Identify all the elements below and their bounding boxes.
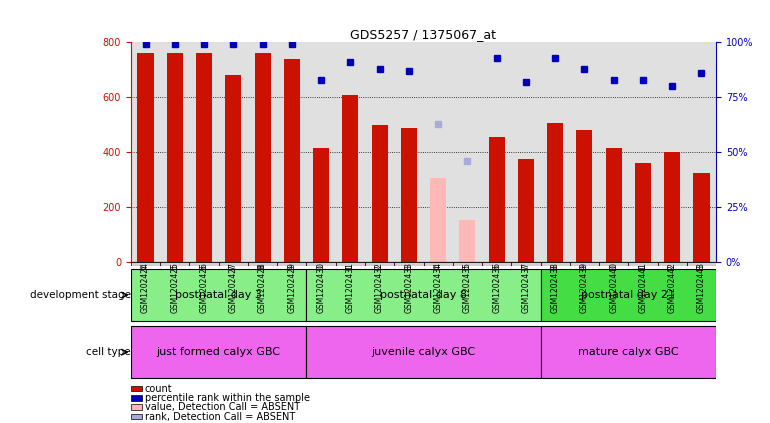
Text: value, Detection Call = ABSENT: value, Detection Call = ABSENT bbox=[145, 402, 300, 412]
Bar bbox=[365, 262, 394, 266]
Bar bbox=[541, 327, 716, 378]
Text: GSM1202441: GSM1202441 bbox=[638, 262, 648, 313]
Bar bbox=[372, 125, 387, 262]
Text: count: count bbox=[145, 384, 172, 394]
Text: GSM1202432: GSM1202432 bbox=[375, 262, 384, 313]
Bar bbox=[313, 148, 329, 262]
Text: GSM1202438: GSM1202438 bbox=[551, 262, 560, 313]
Bar bbox=[511, 262, 541, 266]
Bar bbox=[541, 262, 570, 266]
Bar bbox=[131, 327, 306, 378]
Text: GSM1202424: GSM1202424 bbox=[141, 262, 150, 313]
Text: cell type: cell type bbox=[86, 347, 131, 357]
Text: mature calyx GBC: mature calyx GBC bbox=[578, 347, 678, 357]
Bar bbox=[160, 262, 189, 266]
Bar bbox=[167, 53, 182, 262]
Bar bbox=[226, 75, 241, 262]
Text: GSM1202426: GSM1202426 bbox=[199, 262, 209, 313]
Text: GSM1202429: GSM1202429 bbox=[287, 262, 296, 313]
Bar bbox=[343, 95, 358, 262]
Bar bbox=[401, 128, 417, 262]
Text: GSM1202427: GSM1202427 bbox=[229, 262, 238, 313]
Text: GSM1202435: GSM1202435 bbox=[463, 262, 472, 313]
Text: percentile rank within the sample: percentile rank within the sample bbox=[145, 393, 310, 403]
Bar bbox=[635, 163, 651, 262]
Bar bbox=[336, 262, 365, 266]
Text: postnatal day 8: postnatal day 8 bbox=[380, 290, 467, 300]
Text: GSM1202442: GSM1202442 bbox=[668, 262, 677, 313]
Text: GSM1202428: GSM1202428 bbox=[258, 262, 267, 313]
Text: GSM1202440: GSM1202440 bbox=[609, 262, 618, 313]
Bar bbox=[687, 262, 716, 266]
Bar bbox=[453, 262, 482, 266]
Text: development stage: development stage bbox=[30, 290, 131, 300]
Bar bbox=[541, 269, 716, 321]
Bar bbox=[547, 124, 563, 262]
Bar bbox=[430, 179, 446, 262]
Bar bbox=[277, 262, 306, 266]
Bar bbox=[138, 53, 153, 262]
Bar bbox=[189, 262, 219, 266]
Text: juvenile calyx GBC: juvenile calyx GBC bbox=[371, 347, 476, 357]
Text: GSM1202436: GSM1202436 bbox=[492, 262, 501, 313]
Bar bbox=[255, 53, 270, 262]
Bar bbox=[424, 262, 453, 266]
Text: GSM1202425: GSM1202425 bbox=[170, 262, 179, 313]
Bar bbox=[248, 262, 277, 266]
Text: GSM1202434: GSM1202434 bbox=[434, 262, 443, 313]
Text: GSM1202439: GSM1202439 bbox=[580, 262, 589, 313]
Text: rank, Detection Call = ABSENT: rank, Detection Call = ABSENT bbox=[145, 412, 295, 422]
Bar bbox=[460, 220, 475, 262]
Text: GSM1202433: GSM1202433 bbox=[404, 262, 413, 313]
Bar bbox=[665, 152, 680, 262]
Bar bbox=[577, 130, 592, 262]
Bar bbox=[219, 262, 248, 266]
Bar bbox=[489, 137, 504, 262]
Text: GSM1202443: GSM1202443 bbox=[697, 262, 706, 313]
Text: GSM1202437: GSM1202437 bbox=[521, 262, 531, 313]
Bar bbox=[306, 269, 541, 321]
Text: postnatal day 3: postnatal day 3 bbox=[176, 290, 262, 300]
Bar bbox=[306, 262, 336, 266]
Bar bbox=[482, 262, 511, 266]
Bar bbox=[394, 262, 424, 266]
Bar bbox=[131, 262, 160, 266]
Title: GDS5257 / 1375067_at: GDS5257 / 1375067_at bbox=[350, 28, 497, 41]
Bar bbox=[606, 148, 621, 262]
Text: GSM1202430: GSM1202430 bbox=[316, 262, 326, 313]
Bar bbox=[196, 53, 212, 262]
Bar bbox=[599, 262, 628, 266]
Bar bbox=[131, 269, 306, 321]
Bar bbox=[658, 262, 687, 266]
Bar bbox=[628, 262, 658, 266]
Bar bbox=[284, 59, 300, 262]
Text: just formed calyx GBC: just formed calyx GBC bbox=[156, 347, 281, 357]
Bar bbox=[570, 262, 599, 266]
Text: GSM1202431: GSM1202431 bbox=[346, 262, 355, 313]
Bar bbox=[518, 159, 534, 262]
Text: postnatal day 21: postnatal day 21 bbox=[581, 290, 675, 300]
Bar bbox=[306, 327, 541, 378]
Bar bbox=[694, 173, 709, 262]
